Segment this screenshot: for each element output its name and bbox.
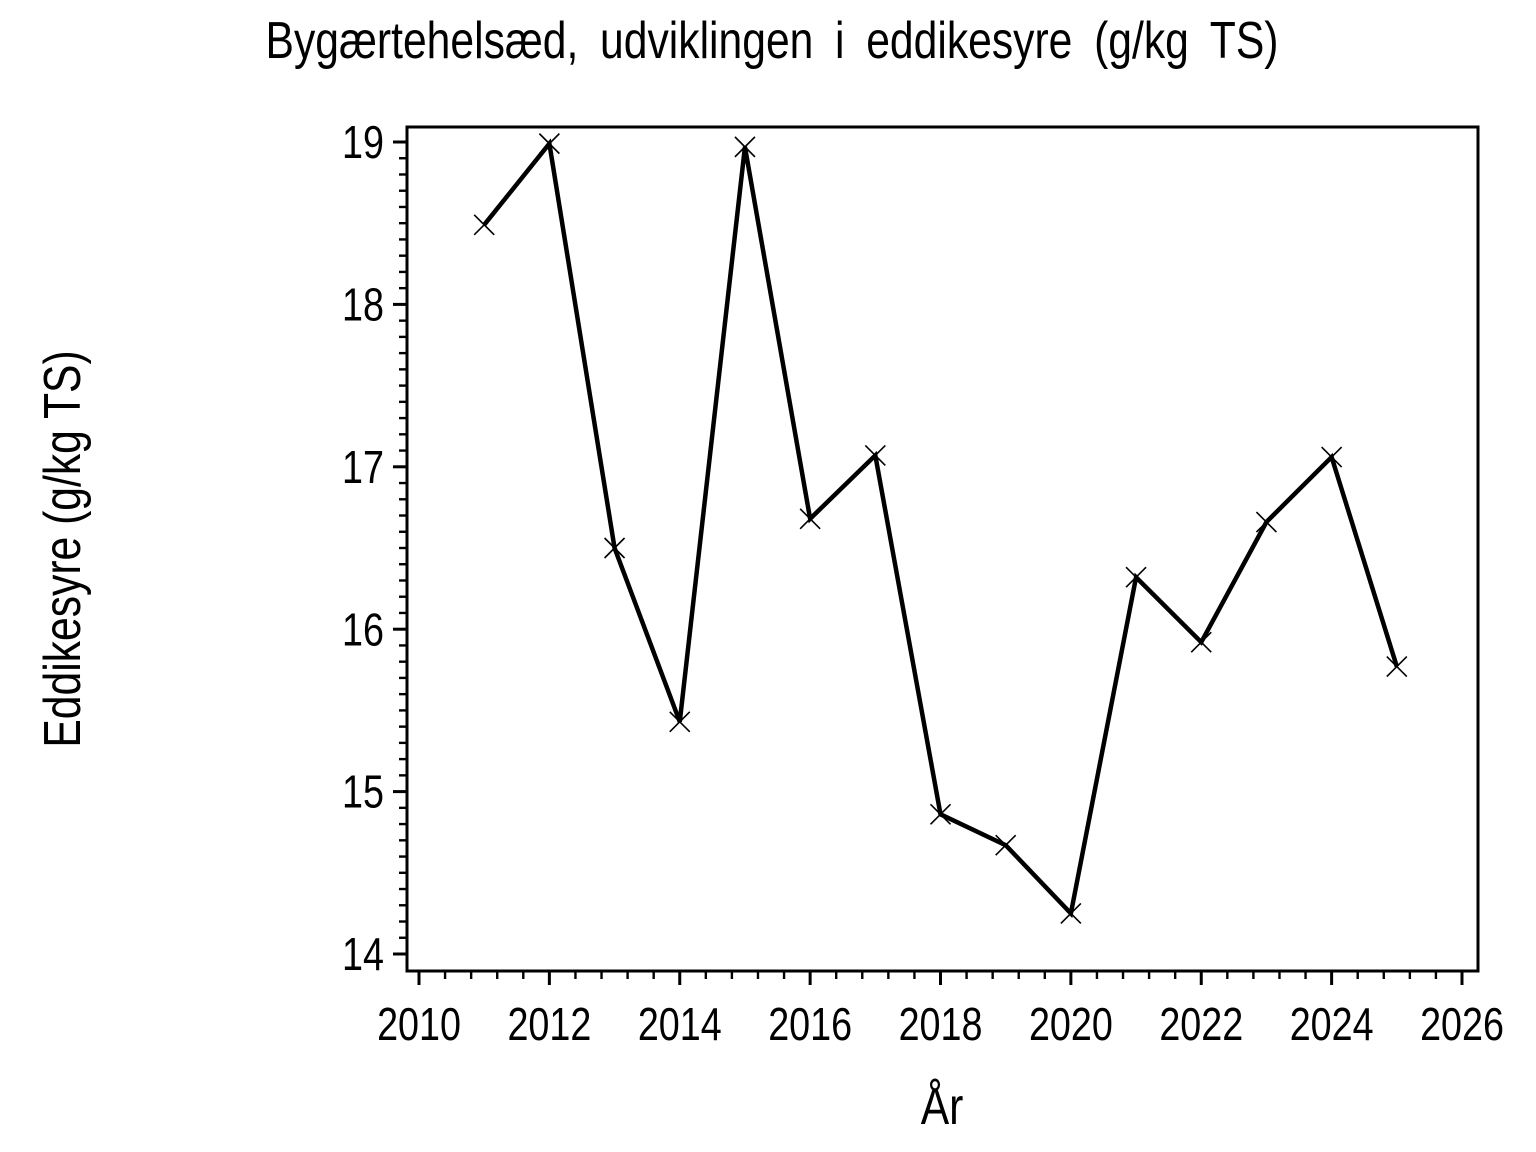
marker-stroke [734,136,756,158]
y-tick-label: 16 [342,604,384,655]
data-point-marker [864,444,886,466]
data-point-marker [669,711,691,733]
y-axis-title: Eddikesyre (g/kg TS) [34,350,92,747]
marker-stroke [1321,446,1343,468]
data-series [473,133,1408,924]
x-tick-label: 2018 [899,999,983,1050]
y-tick-label: 17 [342,441,384,492]
data-point-marker [799,508,821,530]
x-tick-label: 2012 [507,999,591,1050]
marker-stroke [473,214,495,236]
data-point-marker [1190,631,1212,653]
marker-stroke [799,508,821,530]
axes: 14 15 16 17 18 19 2010 2012 2014 2016 2018 2020 2022… [342,117,1504,1050]
y-tick-label: 14 [342,929,384,980]
marker-stroke [1386,655,1408,678]
x-tick-label: 2022 [1159,999,1243,1050]
chart-title: Bygærtehelsæd, udviklingen i eddikesyre … [266,12,1279,70]
x-tick-label: 2024 [1290,999,1374,1050]
marker-stroke [864,444,886,466]
x-tick-label: 2026 [1420,999,1504,1050]
data-point-marker [995,834,1017,856]
data-point-marker [538,133,560,155]
data-point-marker [929,803,952,825]
marker-stroke [1060,902,1082,924]
marker-stroke [669,711,691,733]
x-tick-label: 2014 [638,999,722,1050]
x-tick-label: 2010 [377,999,461,1050]
marker-stroke [603,537,626,559]
marker-stroke [1190,631,1212,653]
y-tick-label: 19 [342,117,384,168]
x-tick-label: 2016 [768,999,852,1050]
data-point-marker [1255,511,1278,533]
data-point-marker [473,214,495,236]
y-tick-label: 18 [342,279,384,330]
data-point-marker [1386,655,1408,678]
y-tick-label: 15 [342,766,384,817]
data-point-marker [1321,446,1343,468]
marker-stroke [538,133,560,155]
marker-stroke [1255,511,1278,533]
x-axis-title: År [921,1078,964,1136]
data-point-marker [603,537,626,559]
data-point-marker [734,136,756,158]
marker-stroke [995,834,1017,856]
data-point-marker [1060,902,1082,924]
x-tick-label: 2020 [1029,999,1113,1050]
data-point-marker [1125,566,1147,588]
marker-stroke [929,803,952,825]
marker-stroke [1125,566,1147,588]
